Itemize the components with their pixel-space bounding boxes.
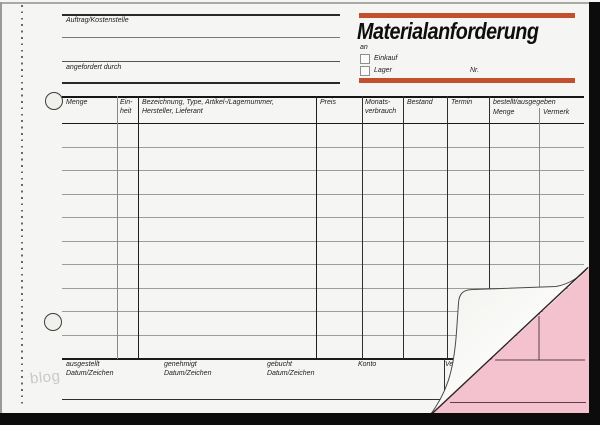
table-row-line: [62, 287, 584, 289]
datum-zeichen-label: Datum/Zeichen: [164, 369, 212, 377]
footer-gebucht-label: gebucht Datum/Zeichen: [267, 361, 314, 378]
curled-page-edge: [428, 266, 589, 418]
table-row-line: [62, 217, 584, 218]
table-row-line: [62, 170, 584, 171]
column-header-einheit: Ein- heit: [120, 99, 132, 116]
watermark: blog: [29, 367, 62, 388]
table-column-line: [361, 96, 363, 359]
field-line: [62, 61, 340, 63]
column-header-bestellt-ausgegeben: bestellt/ausgegeben: [493, 99, 556, 106]
footer-bottom-line: [62, 398, 444, 400]
column-header-menge: Menge: [66, 99, 88, 106]
table-column-line: [403, 96, 405, 359]
einkauf-label: Einkauf: [374, 55, 398, 62]
column-header-termin: Termin: [451, 99, 473, 106]
datum-zeichen-label: Datum/Zeichen: [267, 369, 315, 377]
column-header-bestand: Bestand: [407, 99, 433, 106]
table-row-line: [62, 193, 584, 195]
auftrag-kostenstelle-label: Auftrag/Kostenstelle: [66, 17, 129, 24]
column-header-bezeichnung: Bezeichnung, Type, Artikel-/Lagernummer,…: [142, 99, 274, 116]
scan-right-border: [589, 2, 600, 425]
column-subheader-vermerk: Vermerk: [543, 108, 570, 116]
table-column-line: [447, 96, 449, 359]
column-header-monatsverbrauch-line2: verbrauch: [365, 107, 397, 115]
table-column-line: [489, 96, 491, 359]
column-subheader-menge: Menge: [493, 108, 515, 116]
einkauf-checkbox: [360, 54, 370, 64]
field-line: [62, 37, 340, 38]
table-row-line: [62, 311, 584, 312]
datum-zeichen-label: Datum/Zeichen: [66, 369, 114, 377]
table-row-line: [62, 146, 584, 148]
lager-label: Lager: [374, 67, 392, 74]
column-header-bezeichnung-line1: Bezeichnung, Type, Artikel-/Lagernummer,: [142, 99, 274, 106]
table-column-line: [316, 96, 318, 359]
column-header-einheit-line1: Ein-: [120, 99, 133, 106]
ausgestellt-label: ausgestellt: [66, 361, 100, 368]
field-line: [62, 14, 340, 16]
form-title: Materialanforderung: [357, 18, 539, 44]
gebucht-label: gebucht: [267, 361, 292, 368]
column-header-monatsverbrauch-line1: Monats-: [365, 99, 391, 106]
field-line: [62, 82, 340, 84]
table-subcolumn-line: [538, 107, 540, 359]
perforation-dots: [21, 5, 23, 406]
table-row-line: [62, 240, 584, 242]
table-row-line: [62, 334, 584, 336]
accent-bar-top: [359, 13, 575, 18]
angefordert-durch-label: angefordert durch: [66, 64, 122, 71]
genehmigt-label: genehmigt: [164, 361, 197, 368]
accent-bar-bottom: [359, 78, 575, 83]
scan-top-edge: [0, 2, 600, 4]
punch-hole-bottom: [44, 313, 62, 331]
footer-genehmigt-label: genehmigt Datum/Zeichen: [164, 361, 211, 378]
column-header-monatsverbrauch: Monats- verbrauch: [365, 99, 396, 116]
konto-label: Konto: [358, 361, 377, 368]
an-label: an: [360, 44, 368, 51]
table-column-line: [117, 96, 118, 359]
column-header-preis: Preis: [320, 99, 336, 106]
vermerk-label: Vermerk: [445, 361, 472, 368]
table-bottom-border: [62, 358, 584, 360]
nr-label: Nr.: [470, 67, 480, 74]
table-column-line: [138, 96, 140, 359]
footer-ausgestellt-label: ausgestellt Datum/Zeichen: [66, 361, 113, 378]
lager-checkbox: [360, 66, 370, 76]
column-header-einheit-line2: heit: [120, 107, 132, 115]
punch-hole-top: [45, 92, 63, 110]
table-header-bottom-border: [62, 122, 584, 124]
scan-bottom-border: [0, 413, 600, 425]
column-header-bezeichnung-line2: Hersteller, Lieferant: [142, 107, 203, 115]
table-top-border: [62, 96, 584, 98]
scan-left-edge: [0, 2, 2, 413]
curled-page-back: [428, 267, 589, 417]
table-row-line: [62, 264, 584, 265]
